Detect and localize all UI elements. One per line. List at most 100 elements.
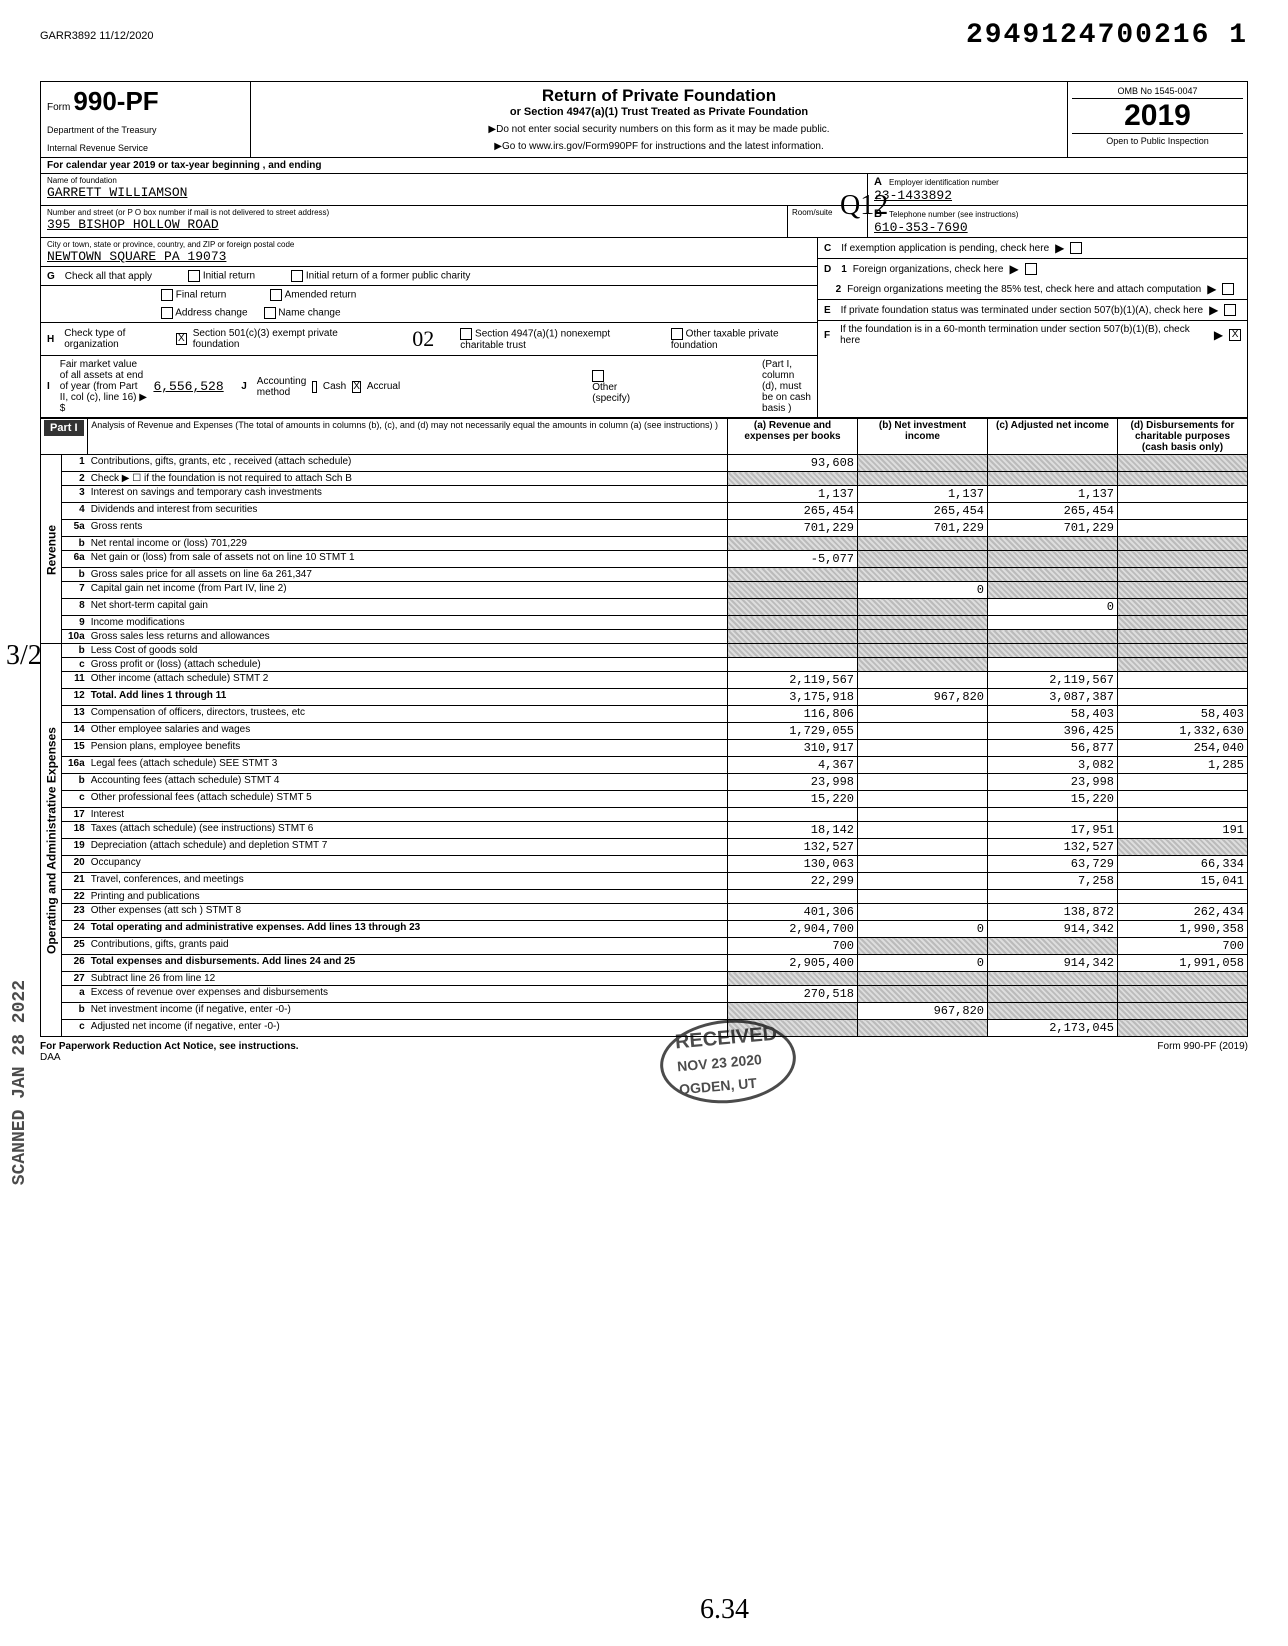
cell-value: 15,220	[988, 791, 1118, 808]
checkbox-address[interactable]	[161, 307, 173, 319]
public-inspection: Open to Public Inspection	[1072, 133, 1243, 146]
cell-value	[858, 839, 988, 856]
d2-label: Foreign organizations meeting the 85% te…	[847, 284, 1201, 295]
table-row: 26Total expenses and disbursements. Add …	[41, 955, 1248, 972]
form-title: Return of Private Foundation	[257, 86, 1061, 106]
cell-value	[858, 616, 988, 630]
table-row: bNet investment income (if negative, ent…	[41, 1003, 1248, 1020]
checkbox-other-tax[interactable]	[671, 328, 683, 340]
line-number: 6a	[62, 551, 88, 568]
handwritten-02: 02	[412, 326, 434, 352]
cell-value: 58,403	[988, 706, 1118, 723]
cell-value	[1118, 503, 1248, 520]
line-number: 12	[62, 689, 88, 706]
table-row: 5aGross rents701,229701,229701,229	[41, 520, 1248, 537]
line-description: Other professional fees (attach schedule…	[88, 791, 728, 808]
cell-value: 2,904,700	[728, 921, 858, 938]
cell-value: 254,040	[1118, 740, 1248, 757]
line-description: Gross sales price for all assets on line…	[88, 568, 728, 582]
table-row: 17Interest	[41, 808, 1248, 822]
line-number: 16a	[62, 757, 88, 774]
opt-cash: Cash	[323, 381, 346, 392]
cell-value	[988, 551, 1118, 568]
line-number: c	[62, 658, 88, 672]
table-row: 2Check ▶ ☐ if the foundation is not requ…	[41, 472, 1248, 486]
line-number: b	[62, 774, 88, 791]
cell-value	[1118, 551, 1248, 568]
handwritten-bottom: 6.34	[700, 1594, 749, 1626]
checkbox-accrual[interactable]: X	[352, 381, 361, 393]
cell-value: 3,082	[988, 757, 1118, 774]
line-description: Net rental income or (loss) 701,229	[88, 537, 728, 551]
cell-value	[728, 630, 858, 644]
line-description: Net investment income (if negative, ente…	[88, 1003, 728, 1020]
checkbox-c[interactable]	[1070, 242, 1082, 254]
table-row: Revenue1Contributions, gifts, grants, et…	[41, 455, 1248, 472]
cell-value: 701,229	[858, 520, 988, 537]
line-description: Interest on savings and temporary cash i…	[88, 486, 728, 503]
table-row: 18Taxes (attach schedule) (see instructi…	[41, 822, 1248, 839]
cell-value	[988, 972, 1118, 986]
line-description: Travel, conferences, and meetings	[88, 873, 728, 890]
checkbox-d1[interactable]	[1025, 263, 1037, 275]
table-row: 14Other employee salaries and wages1,729…	[41, 723, 1248, 740]
cell-value	[728, 644, 858, 658]
checkbox-4947[interactable]	[460, 328, 472, 340]
opt-initial: Initial return	[203, 271, 255, 282]
letter-h: H	[47, 334, 54, 345]
line-description: Gross profit or (loss) (attach schedule)	[88, 658, 728, 672]
line-number: b	[62, 568, 88, 582]
cell-value: 2,119,567	[988, 672, 1118, 689]
checkbox-e[interactable]	[1224, 304, 1236, 316]
checkbox-name[interactable]	[264, 307, 276, 319]
cell-value	[1118, 672, 1248, 689]
cell-value	[858, 774, 988, 791]
line-description: Total operating and administrative expen…	[88, 921, 728, 938]
table-row: 10aGross sales less returns and allowanc…	[41, 630, 1248, 644]
checkbox-final[interactable]	[161, 289, 173, 301]
checkbox-f[interactable]: X	[1229, 329, 1241, 341]
cell-value	[728, 808, 858, 822]
line-number: 14	[62, 723, 88, 740]
letter-j: J	[241, 381, 247, 392]
cell-value	[728, 599, 858, 616]
cell-value	[988, 890, 1118, 904]
cell-value	[728, 890, 858, 904]
checkbox-former[interactable]	[291, 270, 303, 282]
cell-value: -5,077	[728, 551, 858, 568]
checkbox-initial[interactable]	[188, 270, 200, 282]
line-number: 13	[62, 706, 88, 723]
checkbox-501c3[interactable]: X	[176, 333, 187, 345]
table-row: bNet rental income or (loss) 701,229	[41, 537, 1248, 551]
checkbox-amended[interactable]	[270, 289, 282, 301]
cell-value	[858, 757, 988, 774]
cell-value: 191	[1118, 822, 1248, 839]
cell-value: 1,990,358	[1118, 921, 1248, 938]
cell-value	[1118, 986, 1248, 1003]
cell-value: 967,820	[858, 1003, 988, 1020]
form-header: Form 990-PF Department of the Treasury I…	[40, 81, 1248, 158]
cell-value: 132,527	[728, 839, 858, 856]
cell-value	[858, 873, 988, 890]
cell-value: 270,518	[728, 986, 858, 1003]
col-b: (b) Net investment income	[858, 419, 988, 455]
table-row: 27Subtract line 26 from line 12	[41, 972, 1248, 986]
part1-header: Part I	[44, 420, 84, 436]
line-description: Gross sales less returns and allowances	[88, 630, 728, 644]
cell-value: 914,342	[988, 955, 1118, 972]
tel-label: Telephone number (see instructions)	[889, 210, 1018, 219]
cell-value: 4,367	[728, 757, 858, 774]
checkbox-cash[interactable]	[312, 381, 317, 393]
cell-value	[858, 1020, 988, 1037]
cell-value	[1118, 890, 1248, 904]
line-description: Compensation of officers, directors, tru…	[88, 706, 728, 723]
cell-value: 1,729,055	[728, 723, 858, 740]
ein-value: 23-1433892	[874, 188, 1241, 203]
cell-value: 132,527	[988, 839, 1118, 856]
cell-value	[1118, 568, 1248, 582]
f-label: If the foundation is in a 60-month termi…	[840, 324, 1208, 346]
cell-value	[988, 658, 1118, 672]
cell-value	[858, 791, 988, 808]
checkbox-other-acct[interactable]	[592, 370, 604, 382]
checkbox-d2[interactable]	[1222, 283, 1234, 295]
